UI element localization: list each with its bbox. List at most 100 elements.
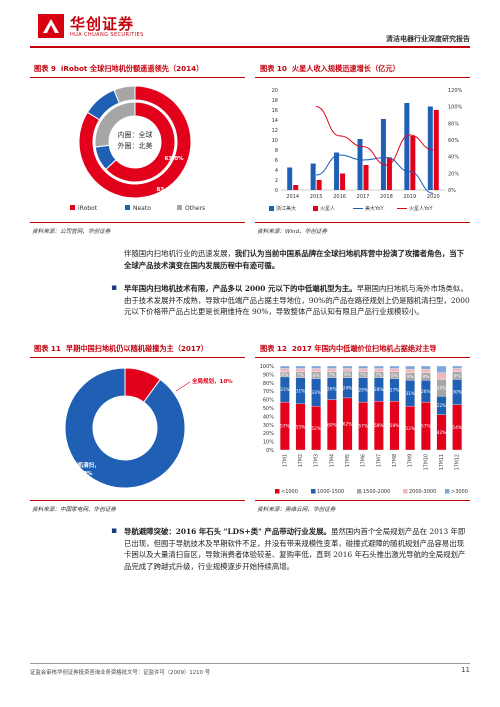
fig12-legend-item: <1000 <box>281 489 298 495</box>
fig9-title: 图表 9 iRobot 全球扫地机份额遥遥领先（2014） <box>34 64 203 74</box>
brand-name: 华创证券 <box>70 15 135 33</box>
fig12-bar-seg <box>373 368 384 373</box>
fig10-title-rule <box>255 77 470 78</box>
fig12-title: 图表 12 2017 年国内中低端价位扫地机占据绝对主导 <box>260 344 437 354</box>
fig11-leader-line <box>175 381 191 392</box>
fig9-inner-label-2: 外圈：北美 <box>118 141 153 150</box>
fig10-bar-huoxingren <box>433 110 439 190</box>
fig9-rings <box>78 85 192 199</box>
fig10-ytick: 10 <box>272 138 278 144</box>
fig12-data-label: 28% <box>374 387 384 393</box>
fig10-y2tick: 0% <box>448 188 456 194</box>
fig11-title-rule <box>30 357 245 358</box>
fig12-ytick: 80% <box>263 381 274 387</box>
fig10-bar-line-chart: 0 2 4 6 8 10 12 14 16 18 20 0% 20% 40% 60% 80% 100% 120% 2… <box>269 88 463 212</box>
fig9-legend-swatch-neato <box>125 205 130 210</box>
bullet-2-marker: ▪ <box>111 526 118 536</box>
fig12-data-label: 26% <box>421 389 431 395</box>
para-1-bold: 我们认为当前中国系品牌在全球扫地机阵营中扮演了攻擂者角色，当下全球产品技术演变在… <box>124 249 464 270</box>
fig12-bar-seg <box>311 368 322 373</box>
fig10-bar-huoxingren <box>410 136 416 190</box>
fig10-title: 图表 10 火星人收入规模迅速增长（亿元） <box>260 64 400 74</box>
fig12-bar-seg <box>326 368 337 373</box>
fig10-bar-meida <box>310 163 316 190</box>
fig12-data-label: 29% <box>358 388 368 394</box>
fig10-legend-huoxingren: 火星人 <box>320 206 335 212</box>
fig12-data-label: 7% <box>375 372 382 378</box>
fig12-data-label: 9% <box>454 373 461 379</box>
fig12-ytick: 60% <box>263 398 274 404</box>
fig12-bar-seg <box>452 368 463 373</box>
fig10-bar-huoxingren <box>386 157 392 190</box>
fig12-ytick: 0% <box>266 448 274 454</box>
fig10-ytick: 20 <box>272 88 278 94</box>
fig12-data-label: 7% <box>328 372 335 378</box>
fig12-legend-swatch <box>311 489 316 494</box>
fig12-bar-seg <box>358 365 369 369</box>
fig10-bar-meida <box>427 106 433 190</box>
fig12-ytick: 30% <box>263 423 274 429</box>
fig12-data-label: 8% <box>344 372 351 378</box>
fig12-data-label: 55% <box>296 425 306 431</box>
fig12-data-label: 6% <box>281 372 288 378</box>
fig10-bar-huoxingren <box>293 185 299 190</box>
fig12-bar-seg <box>295 368 306 373</box>
fig12-data-label: 58% <box>374 423 384 429</box>
fig10-legend-meida: 浙江美大 <box>276 205 296 212</box>
fig10-xtick: 2014 <box>286 194 299 200</box>
fig12-data-label: 7% <box>297 372 304 378</box>
fig10-ytick: 6 <box>275 158 278 164</box>
fig12-data-label: 52% <box>405 426 415 432</box>
fig9-inner-label-1: 内圈：全球 <box>118 130 153 139</box>
fig12-bar-seg <box>342 368 353 372</box>
fig12-bar-seg <box>405 369 416 373</box>
bullet-2: 导航避障突破：2016 年石头 "LDS+类" 产品带动行业发展。虽然国内首个全… <box>124 526 470 572</box>
fig11-slice1-label: 全局规划，10% <box>191 377 233 385</box>
fig12-data-label: 31% <box>280 387 290 393</box>
fig10-legend-swatch-huoxingren <box>313 206 318 211</box>
fig10-xtick: 2019 <box>403 194 416 200</box>
fig10-xtick: 2015 <box>310 194 323 200</box>
fig12-bar-seg <box>342 365 353 369</box>
fig12-data-label: 54% <box>452 425 462 431</box>
page-number: 11 <box>461 666 470 674</box>
fig12-title-rule <box>255 357 470 358</box>
fig10-legend-huoxingren-yoy: 火星人YoY <box>409 206 433 212</box>
fig12-data-label: 62% <box>343 422 353 428</box>
fig11-label: 图表 11 <box>34 344 61 353</box>
bullet-2-text: 虽然国内首个全局规划产品在 2013 年即已出现，但囿于导航技术及早期软件不足，… <box>124 527 466 571</box>
fig9-source: 资料来源：公司官网、华创证券 <box>32 229 111 235</box>
fig12-source: 资料来源：奥维云网、华创证券 <box>257 507 336 513</box>
fig10-ytick: 18 <box>272 98 278 104</box>
fig11-donut-chart: 全局规划，10% 随机清扫， 90% <box>64 367 233 489</box>
report-title: 清洁电器行业深度研究报告 <box>386 35 470 43</box>
fig9-slice-1-2 <box>113 85 136 104</box>
fig12-legend-swatch <box>357 489 362 494</box>
fig12-data-label: 8% <box>313 373 320 379</box>
fig10-bar-meida <box>404 103 410 190</box>
fig12-legend-item: >3000 <box>451 489 468 495</box>
fig10-bar-meida <box>287 167 293 190</box>
fig12-data-label: 24% <box>343 385 353 391</box>
fig12-ytick: 50% <box>263 406 274 412</box>
footer-disclaimer: 证监会审核华创证券投资咨询业务资格批文号：证监许可（2009）1210 号 <box>30 670 211 676</box>
fig10-bar-huoxingren <box>340 173 346 190</box>
brand-name-en: HUA CHUANG SECURITIES <box>70 32 144 38</box>
fig12-label: 图表 12 <box>260 344 287 353</box>
fig10-ytick: 2 <box>275 178 278 184</box>
fig10-y2tick: 60% <box>448 138 459 144</box>
fig12-bar-seg <box>420 369 431 373</box>
fig10-source-rule <box>255 222 470 223</box>
fig11-source: 资料来源：中国家电网、华创证券 <box>32 507 116 513</box>
para-1-text: 伴随国内扫地机行业的迅速发展， <box>124 249 235 258</box>
fig12-data-label: 7% <box>360 372 367 378</box>
fig11-ring <box>64 367 186 489</box>
fig12-legend-item: 1500-2000 <box>363 489 390 495</box>
fig12-xtick: 17M2 <box>298 454 304 467</box>
fig12-xtick: 17M5 <box>345 454 351 467</box>
fig9-legend-others: Others <box>185 205 205 212</box>
fig12-xtick: 17M8 <box>392 454 398 467</box>
fig9-legend-irobot: iRobot <box>78 205 98 212</box>
fig10-ytick: 4 <box>275 168 278 174</box>
fig12-bar-seg <box>295 365 306 369</box>
